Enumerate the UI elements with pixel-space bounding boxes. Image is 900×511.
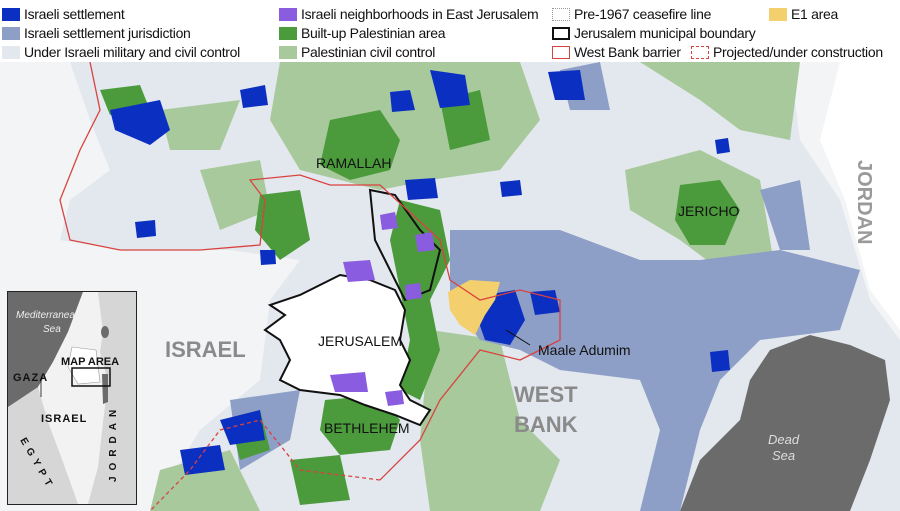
inset-label-israel: ISRAEL: [41, 413, 87, 425]
legend-label: Israeli settlement jurisdiction: [24, 25, 191, 41]
legend-label: Israeli neighborhoods in East Jerusalem: [301, 6, 539, 22]
dead-sea: [680, 335, 890, 511]
jerusalem-municipal-boundary: [263, 273, 432, 427]
label-dead: Dead: [768, 432, 800, 447]
legend-label: Pre-1967 ceasefire line: [574, 6, 712, 22]
legend-swatch: [2, 7, 20, 21]
label-bank: BANK: [514, 412, 578, 437]
legend-item-municipal-boundary: Jerusalem municipal boundary: [552, 25, 756, 41]
legend-swatch: [552, 7, 570, 21]
legend-item-ceasefire-line: Pre-1967 ceasefire line: [552, 6, 711, 22]
inset-label-jordan: JORDAN: [108, 404, 119, 482]
legend-swatch: [691, 45, 709, 59]
jordan-area: [820, 62, 900, 330]
legend-swatch: [769, 7, 787, 21]
legend-label: Projected/under construction: [713, 44, 883, 60]
west-bank-barrier: [59, 62, 561, 481]
legend-item-barrier: West Bank barrier: [552, 44, 681, 60]
label-sea: Sea: [772, 448, 795, 463]
palestinian-civil-control-areas: [150, 62, 800, 511]
map-legend: Israeli settlement Israeli settlement ju…: [0, 0, 900, 62]
label-jericho: JERICHO: [678, 203, 740, 219]
legend-item-east-jerusalem-neighborhoods: Israeli neighborhoods in East Jerusalem: [279, 6, 539, 22]
legend-label: West Bank barrier: [574, 44, 681, 60]
legend-swatch: [2, 45, 20, 59]
east-jerusalem-neighborhoods: [330, 212, 435, 406]
label-jerusalem: JERUSALEM: [318, 333, 402, 349]
legend-item-settlement-jurisdiction: Israeli settlement jurisdiction: [2, 25, 191, 41]
legend-label: Jerusalem municipal boundary: [574, 25, 756, 41]
inset-dead-sea: [102, 374, 108, 404]
legend-item-projected-barrier: Projected/under construction: [691, 44, 883, 60]
legend-item-palestinian-civil: Palestinian civil control: [279, 44, 435, 60]
inset-sea-of-galilee: [101, 326, 109, 338]
legend-label: Under Israeli military and civil control: [24, 44, 240, 60]
label-israel: ISRAEL: [165, 337, 246, 362]
legend-swatch: [2, 26, 20, 40]
label-bethlehem: BETHLEHEM: [324, 420, 410, 436]
legend-swatch: [279, 7, 297, 21]
inset-label-map-area: MAP AREA: [61, 356, 119, 368]
legend-swatch: [552, 26, 570, 40]
inset-israel: [38, 292, 108, 504]
legend-label: Israeli settlement: [24, 6, 125, 22]
maale-adumim-leader-line: [505, 329, 531, 346]
e1-area: [448, 280, 500, 335]
legend-swatch: [279, 26, 297, 40]
label-ramallah: RAMALLAH: [316, 155, 391, 171]
inset-locator-map: Mediterranean Sea MAP AREA GAZA ISRAEL E…: [7, 291, 137, 505]
label-jordan: JORDAN: [853, 160, 875, 244]
label-west: WEST: [514, 382, 578, 407]
legend-label: Built-up Palestinian area: [301, 25, 446, 41]
inset-map-canvas: Mediterranean Sea MAP AREA GAZA ISRAEL E…: [8, 292, 136, 504]
legend-item-military-control: Under Israeli military and civil control: [2, 44, 240, 60]
legend-item-built-up-palestinian: Built-up Palestinian area: [279, 25, 446, 41]
inset-label-gaza: GAZA: [13, 372, 48, 384]
legend-label: E1 area: [791, 6, 838, 22]
legend-item-israeli-settlement: Israeli settlement: [2, 6, 125, 22]
legend-label: Palestinian civil control: [301, 44, 436, 60]
label-maale-adumim: Maale Adumim: [538, 342, 631, 358]
projected-barrier: [149, 419, 381, 511]
inset-map-area-box: [71, 367, 111, 387]
inset-label-mediterranean: Mediterranean: [16, 310, 81, 321]
israeli-settlement-areas: [110, 70, 730, 475]
inset-west-bank: [67, 346, 101, 385]
map-canvas: ISRAEL WEST BANK JORDAN RAMALLAH JERICHO…: [0, 62, 900, 511]
legend-swatch: [552, 45, 570, 59]
inset-label-sea: Sea: [43, 324, 61, 335]
legend-item-e1-area: E1 area: [769, 6, 838, 22]
inset-mediterranean: [8, 292, 83, 407]
legend-swatch: [279, 45, 297, 59]
